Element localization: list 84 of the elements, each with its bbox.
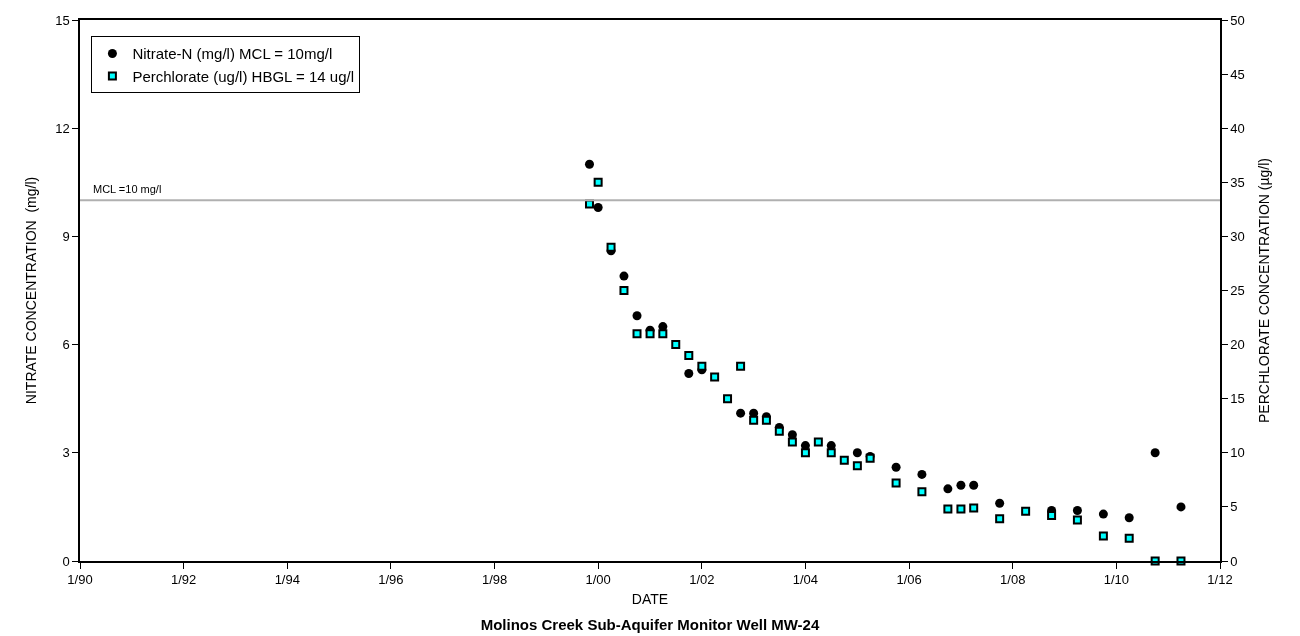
point [852,448,862,458]
point [995,514,1005,524]
ref-line-label: MCL =10 mg/l [93,183,162,195]
y2-tick-label: 40 [1230,120,1245,136]
point [1098,531,1108,541]
point [584,159,594,169]
y2-tick-label: 20 [1230,337,1245,353]
point [1150,448,1160,458]
y2-tick-label: 35 [1230,174,1245,190]
x-tick-label: 1/90 [67,572,93,588]
y2-tick-label: 45 [1230,66,1245,82]
point [917,487,927,497]
x-tick-label: 1/92 [170,572,197,588]
point [619,271,629,281]
y2-tick-label: 50 [1230,12,1245,28]
point [671,340,681,350]
y2-tick-label: 15 [1230,391,1245,407]
y-axis-title: NITRATE CONCENTRATION (mg/l) [23,176,40,405]
point [891,478,901,488]
point [736,361,746,371]
point [1124,513,1134,523]
y2-tick-label: 10 [1230,445,1245,461]
point [606,242,616,252]
point [749,415,759,425]
point [995,498,1005,508]
y2-tick-label: 25 [1230,283,1245,299]
point [684,350,694,360]
point [632,311,642,321]
x-tick-label: 1/12 [1207,572,1233,588]
y2-axis-title: PERCHLORATE CONCENTRATION (µg/l) [1255,157,1272,424]
point [969,480,979,490]
point [723,394,733,404]
point [710,372,720,382]
x-tick-label: 1/06 [896,572,922,588]
point [736,408,746,418]
y-tick-label: 12 [55,120,70,136]
y-tick-label: 3 [62,445,70,461]
point [956,480,966,490]
y-tick-label: 9 [62,228,70,244]
point [917,469,927,479]
y2-tick-label: 5 [1230,499,1238,515]
y2-tick-label: 30 [1230,228,1245,244]
x-tick-label: 1/98 [481,572,508,588]
x-tick-label: 1/08 [1000,572,1026,588]
point [800,448,810,458]
point [826,448,836,458]
point [632,329,642,339]
point [593,203,603,213]
point [891,462,901,472]
point [1021,506,1031,516]
point [593,177,603,187]
point [1047,511,1057,521]
point [1072,515,1082,525]
point [969,503,979,513]
x-tick-label: 1/02 [689,572,715,588]
point [956,504,966,514]
legend-label: Perchlorate (ug/l) HBGL = 14 ug/l [132,67,355,85]
x-tick-label: 1/96 [378,572,404,588]
point [943,484,953,494]
x-tick-label: 1/10 [1103,572,1130,588]
y-tick-label: 6 [62,337,70,353]
point [787,437,797,447]
point [852,461,862,471]
point [813,437,823,447]
x-tick-label: 1/04 [792,572,819,588]
point [839,455,849,465]
x-axis-title: DATE [631,591,669,608]
y2-tick-label: 0 [1230,553,1238,569]
x-tick-label: 1/00 [585,572,611,588]
point [645,329,655,339]
point [943,504,953,514]
y-tick-label: 0 [62,553,70,569]
point [697,361,707,371]
point [684,368,694,378]
point [1176,502,1186,512]
point [1124,533,1134,543]
x-tick-label: 1/94 [274,572,300,588]
point [1072,506,1082,516]
legend-label: Nitrate-N (mg/l) MCL = 10mg/l [132,45,333,63]
point [1098,509,1108,519]
y-tick-label: 15 [55,12,70,28]
point [658,329,668,339]
text: Molinos Creek Sub-Aquifer Monitor Well MW-24 [480,615,820,633]
point [619,286,629,295]
